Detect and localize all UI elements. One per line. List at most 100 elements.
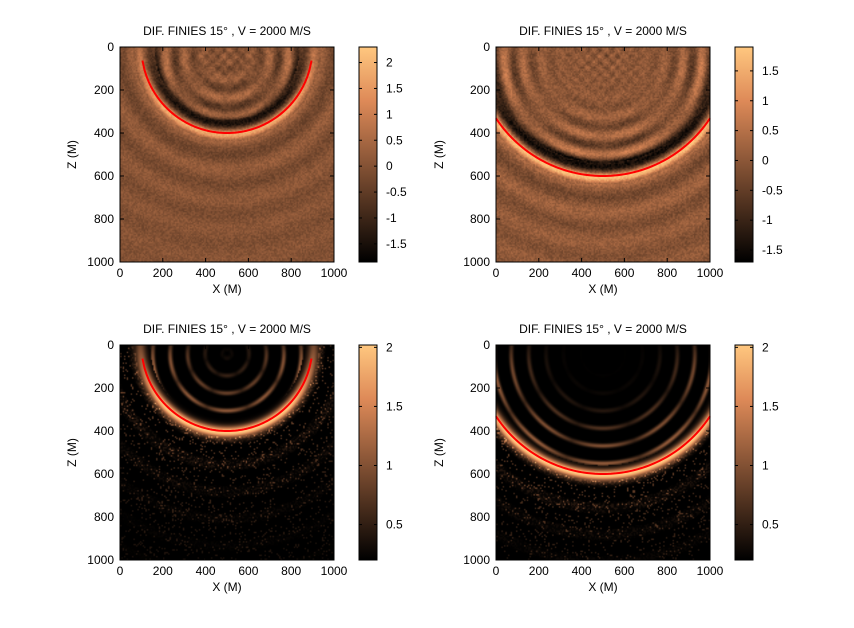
x-tick-label: 0: [117, 564, 124, 578]
colorbar-tick-label: 0.5: [386, 133, 403, 147]
x-tick-label: 400: [196, 564, 216, 578]
colorbar-tick-label: 1: [762, 458, 769, 472]
x-tick-label: 800: [657, 266, 677, 280]
subplot-2-heatmap-image: [496, 47, 710, 262]
subplot-1-colorbar-ticks: -1.5 -1 -0.5 0 0.5 1 1.5 2: [359, 56, 407, 251]
subplot-3-heatmap: [120, 345, 334, 560]
y-tick-label: 600: [470, 169, 490, 183]
subplot-3-x-ticks: 0 200 400 600 800 1000: [117, 345, 348, 578]
x-tick-label: 800: [281, 266, 301, 280]
subplot-3-ylabel: Z (M): [65, 438, 79, 467]
y-tick-label: 200: [94, 83, 114, 97]
subplot-3-colorbar-gradient: [358, 344, 378, 561]
subplot-2-colorbar-gradient: [734, 46, 754, 263]
subplot-2-axes-frame: [495, 46, 711, 263]
y-tick-label: 400: [470, 424, 490, 438]
y-tick-label: 0: [107, 338, 114, 352]
x-tick-label: 1000: [697, 564, 724, 578]
subplot-2-colorbar: -1.5 -1 -0.5 0 0.5 1 1.5: [734, 46, 783, 263]
subplot-1-y-ticks: 0 200 400 600 800 1000: [87, 40, 334, 269]
y-tick-label: 400: [94, 424, 114, 438]
subplot-2-ylabel: Z (M): [432, 140, 446, 169]
y-tick-label: 0: [107, 40, 114, 54]
y-tick-label: 600: [94, 169, 114, 183]
subplot-2-heatmap: [495, 47, 711, 262]
subplot-1-colorbar-gradient: [358, 46, 378, 263]
x-tick-label: 400: [196, 266, 216, 280]
x-tick-label: 200: [153, 564, 173, 578]
colorbar-tick-label: 1: [762, 94, 769, 108]
subplot-3-red-curve: [141, 358, 313, 433]
y-tick-label: 800: [94, 510, 114, 524]
colorbar-tick-label: -1.5: [762, 243, 783, 257]
x-tick-label: 0: [117, 266, 124, 280]
subplot-4: DIF. FINIES 15° , V = 2000 M/S 0 200 400 60…: [432, 322, 779, 594]
y-tick-label: 400: [470, 126, 490, 140]
x-tick-label: 600: [614, 564, 634, 578]
colorbar-tick-label: 1.5: [386, 399, 403, 413]
colorbar-tick-label: 2: [386, 340, 393, 354]
colorbar-tick-label: -0.5: [762, 183, 783, 197]
subplot-3-title: DIF. FINIES 15° , V = 2000 M/S: [143, 322, 311, 336]
y-tick-label: 200: [470, 83, 490, 97]
y-tick-label: 800: [94, 212, 114, 226]
colorbar-tick-label: 1: [386, 458, 393, 472]
subplot-1-xlabel: X (M): [212, 282, 241, 296]
colorbar-tick-label: 0.5: [762, 124, 779, 138]
subplot-4-colorbar-ticks: 0.5 1 1.5 2: [735, 340, 779, 532]
subplot-4-x-ticks: 0 200 400 600 800 1000: [493, 345, 724, 578]
subplot-2-y-ticks: 0 200 400 600 800 1000: [463, 40, 710, 269]
x-tick-label: 1000: [321, 564, 348, 578]
y-tick-label: 1000: [87, 255, 114, 269]
y-tick-label: 1000: [463, 553, 490, 567]
subplot-4-title: DIF. FINIES 15° , V = 2000 M/S: [519, 322, 687, 336]
y-tick-label: 0: [483, 338, 490, 352]
colorbar-tick-label: -0.5: [386, 185, 407, 199]
subplot-1-x-ticks: 0 200 400 600 800 1000: [117, 47, 348, 280]
subplot-1-title: DIF. FINIES 15° , V = 2000 M/S: [143, 24, 311, 38]
subplot-3-y-ticks: 0 200 400 600 800 1000: [87, 338, 334, 567]
subplot-4-heatmap: [495, 345, 711, 560]
subplot-2: DIF. FINIES 15° , V = 2000 M/S 0 200 400 60…: [432, 24, 783, 296]
x-tick-label: 800: [281, 564, 301, 578]
subplot-1: DIF. FINIES 15° , V = 2000 M/S 0 200 400 60…: [65, 24, 407, 296]
y-tick-label: 200: [94, 381, 114, 395]
subplot-4-heatmap-image: [496, 345, 710, 560]
colorbar-tick-label: -1: [386, 211, 397, 225]
subplot-1-axes-frame: [119, 46, 335, 263]
subplot-3: DIF. FINIES 15° , V = 2000 M/S 0 200 400 60…: [65, 322, 403, 594]
subplot-1-heatmap-image: [120, 47, 334, 262]
x-tick-label: 800: [657, 564, 677, 578]
subplot-2-xlabel: X (M): [588, 282, 617, 296]
colorbar-tick-label: 2: [762, 340, 769, 354]
colorbar-tick-label: 1.5: [386, 81, 403, 95]
subplot-2-red-curve: [495, 117, 711, 178]
subplot-1-heatmap: [120, 47, 334, 262]
colorbar-tick-label: 0.5: [386, 518, 403, 532]
colorbar-tick-label: 2: [386, 56, 393, 70]
colorbar-tick-label: -1: [762, 213, 773, 227]
x-tick-label: 400: [572, 266, 592, 280]
subplot-3-colorbar-ticks: 0.5 1 1.5 2: [359, 340, 403, 532]
y-tick-label: 1000: [87, 553, 114, 567]
subplot-2-title: DIF. FINIES 15° , V = 2000 M/S: [519, 24, 687, 38]
subplot-4-red-curve: [495, 415, 711, 476]
x-tick-label: 0: [493, 266, 500, 280]
subplot-4-xlabel: X (M): [588, 580, 617, 594]
x-tick-label: 200: [153, 266, 173, 280]
x-tick-label: 600: [614, 266, 634, 280]
colorbar-tick-label: 1.5: [762, 399, 779, 413]
y-tick-label: 800: [470, 212, 490, 226]
x-tick-label: 400: [572, 564, 592, 578]
x-tick-label: 200: [529, 564, 549, 578]
subplot-4-axes-frame: [495, 344, 711, 561]
y-tick-label: 600: [470, 467, 490, 481]
y-tick-label: 400: [94, 126, 114, 140]
x-tick-label: 600: [238, 564, 258, 578]
colorbar-tick-label: 0.5: [762, 518, 779, 532]
x-tick-label: 1000: [697, 266, 724, 280]
subplot-3-xlabel: X (M): [212, 580, 241, 594]
y-tick-label: 200: [470, 381, 490, 395]
x-tick-label: 1000: [321, 266, 348, 280]
